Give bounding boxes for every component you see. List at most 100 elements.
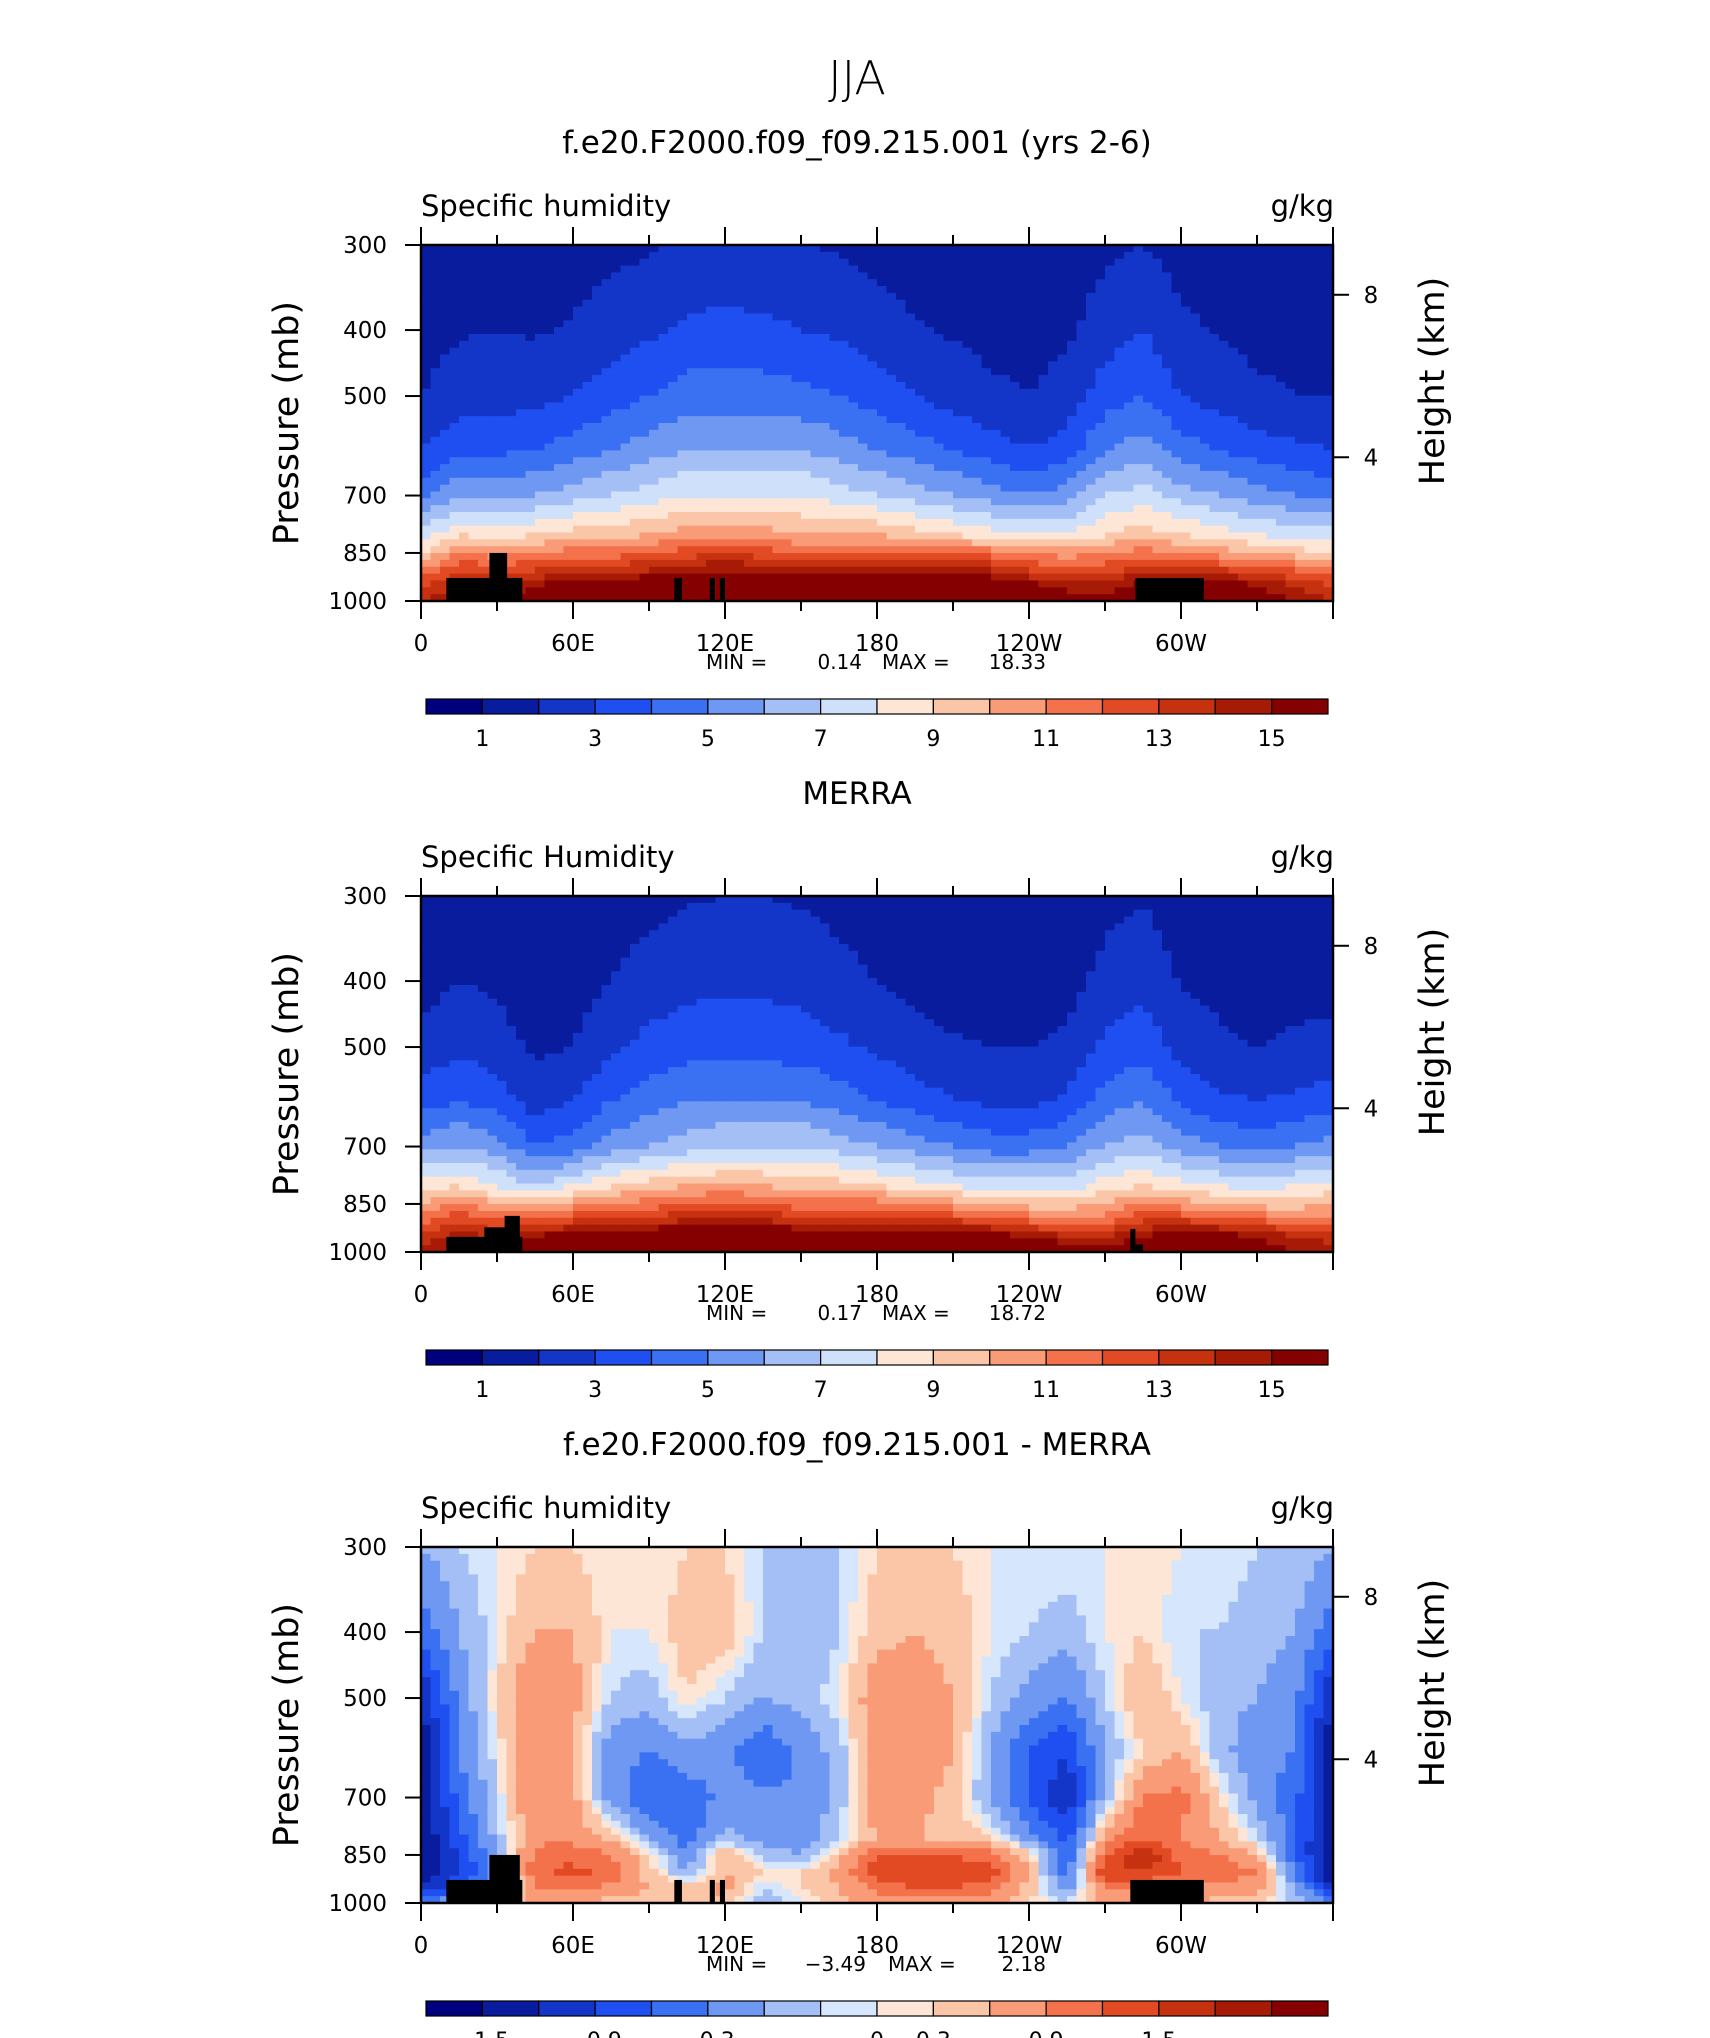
contour-cell: [829, 402, 840, 410]
contour-cell: [516, 292, 527, 301]
contour-cell: [706, 340, 717, 349]
contour-cell: [1219, 361, 1230, 369]
contour-cell: [1257, 429, 1268, 438]
contour-cell: [962, 313, 973, 321]
contour-cell: [877, 546, 888, 554]
contour-cell: [772, 265, 783, 273]
contour-cell: [953, 368, 964, 376]
contour-cell: [658, 409, 669, 417]
contour-cell: [1076, 265, 1087, 273]
contour-cell: [468, 491, 479, 499]
contour-cell: [791, 505, 802, 513]
contour-cell: [497, 450, 508, 458]
contour-cell: [867, 436, 878, 445]
contour-cell: [715, 402, 726, 410]
contour-cell: [601, 354, 612, 362]
contour-cell: [1086, 388, 1097, 397]
contour-cell: [459, 498, 470, 506]
contour-cell: [886, 245, 897, 253]
contour-cell: [782, 491, 793, 499]
contour-cell: [516, 334, 527, 342]
contour-cell: [1048, 546, 1059, 554]
contour-cell: [1247, 539, 1258, 547]
contour-cell: [525, 436, 536, 445]
contour-cell: [1190, 381, 1201, 390]
contour-cell: [1057, 265, 1068, 273]
contour-cell: [1057, 258, 1068, 267]
contour-cell: [820, 368, 831, 376]
contour-cell: [554, 436, 565, 445]
contour-cell: [554, 258, 565, 267]
contour-cell: [772, 320, 783, 328]
contour-cell: [1257, 313, 1268, 321]
contour-cell: [478, 423, 489, 431]
contour-cell: [649, 320, 660, 328]
contour-cell: [1323, 594, 1334, 602]
contour-cell: [706, 409, 717, 417]
contour-cell: [592, 518, 603, 527]
contour-cell: [687, 368, 698, 376]
contour-cell: [772, 505, 783, 513]
contour-cell: [706, 512, 717, 520]
contour-cell: [1162, 505, 1173, 513]
contour-cell: [867, 279, 878, 287]
contour-cell: [554, 306, 565, 315]
contour-cell: [1152, 484, 1163, 493]
contour-cell: [421, 429, 432, 438]
contour-cell: [687, 505, 698, 513]
contour-cell: [573, 299, 584, 308]
contour-cell: [981, 457, 992, 465]
contour-cell: [1304, 402, 1315, 410]
contour-cell: [1323, 587, 1334, 595]
contour-cell: [829, 525, 840, 534]
contour-cell: [744, 553, 755, 561]
contour-cell: [1038, 539, 1049, 547]
contour-cell: [1105, 477, 1116, 486]
contour-cell: [582, 559, 593, 568]
contour-cell: [487, 313, 498, 321]
contour-cell: [1133, 368, 1144, 376]
contour-cell: [953, 470, 964, 479]
contour-cell: [478, 292, 489, 301]
contour-cell: [639, 286, 650, 294]
contour-cell: [715, 484, 726, 493]
contour-cell: [1171, 464, 1182, 472]
contour-cell: [981, 491, 992, 499]
contour-cell: [601, 313, 612, 321]
contour-cell: [1295, 429, 1306, 438]
contour-cell: [1133, 457, 1144, 465]
contour-cell: [440, 505, 451, 513]
contour-cell: [1057, 532, 1068, 540]
contour-cell: [658, 566, 669, 575]
contour-cell: [1219, 279, 1230, 287]
contour-cell: [506, 272, 517, 280]
contour-cell: [1086, 580, 1097, 588]
contour-cell: [506, 368, 517, 376]
contour-cell: [639, 381, 650, 390]
contour-cell: [1076, 258, 1087, 267]
contour-cell: [478, 484, 489, 493]
contour-cell: [905, 566, 916, 575]
contour-cell: [658, 395, 669, 404]
contour-cell: [1143, 491, 1154, 499]
contour-cell: [1209, 245, 1220, 253]
contour-cell: [915, 347, 926, 356]
contour-cell: [991, 594, 1002, 602]
contour-cell: [1219, 306, 1230, 315]
contour-cell: [810, 251, 821, 260]
contour-cell: [535, 334, 546, 342]
contour-cell: [687, 251, 698, 260]
contour-cell: [459, 251, 470, 260]
contour-cell: [848, 423, 859, 431]
contour-cell: [487, 251, 498, 260]
contour-cell: [1095, 409, 1106, 417]
contour-cell: [554, 313, 565, 321]
contour-cell: [1323, 546, 1334, 554]
contour-cell: [1200, 292, 1211, 301]
contour-cell: [953, 279, 964, 287]
contour-cell: [1285, 334, 1296, 342]
contour-cell: [715, 258, 726, 267]
contour-cell: [725, 327, 736, 335]
contour-cell: [1067, 251, 1078, 260]
contour-cell: [677, 340, 688, 349]
